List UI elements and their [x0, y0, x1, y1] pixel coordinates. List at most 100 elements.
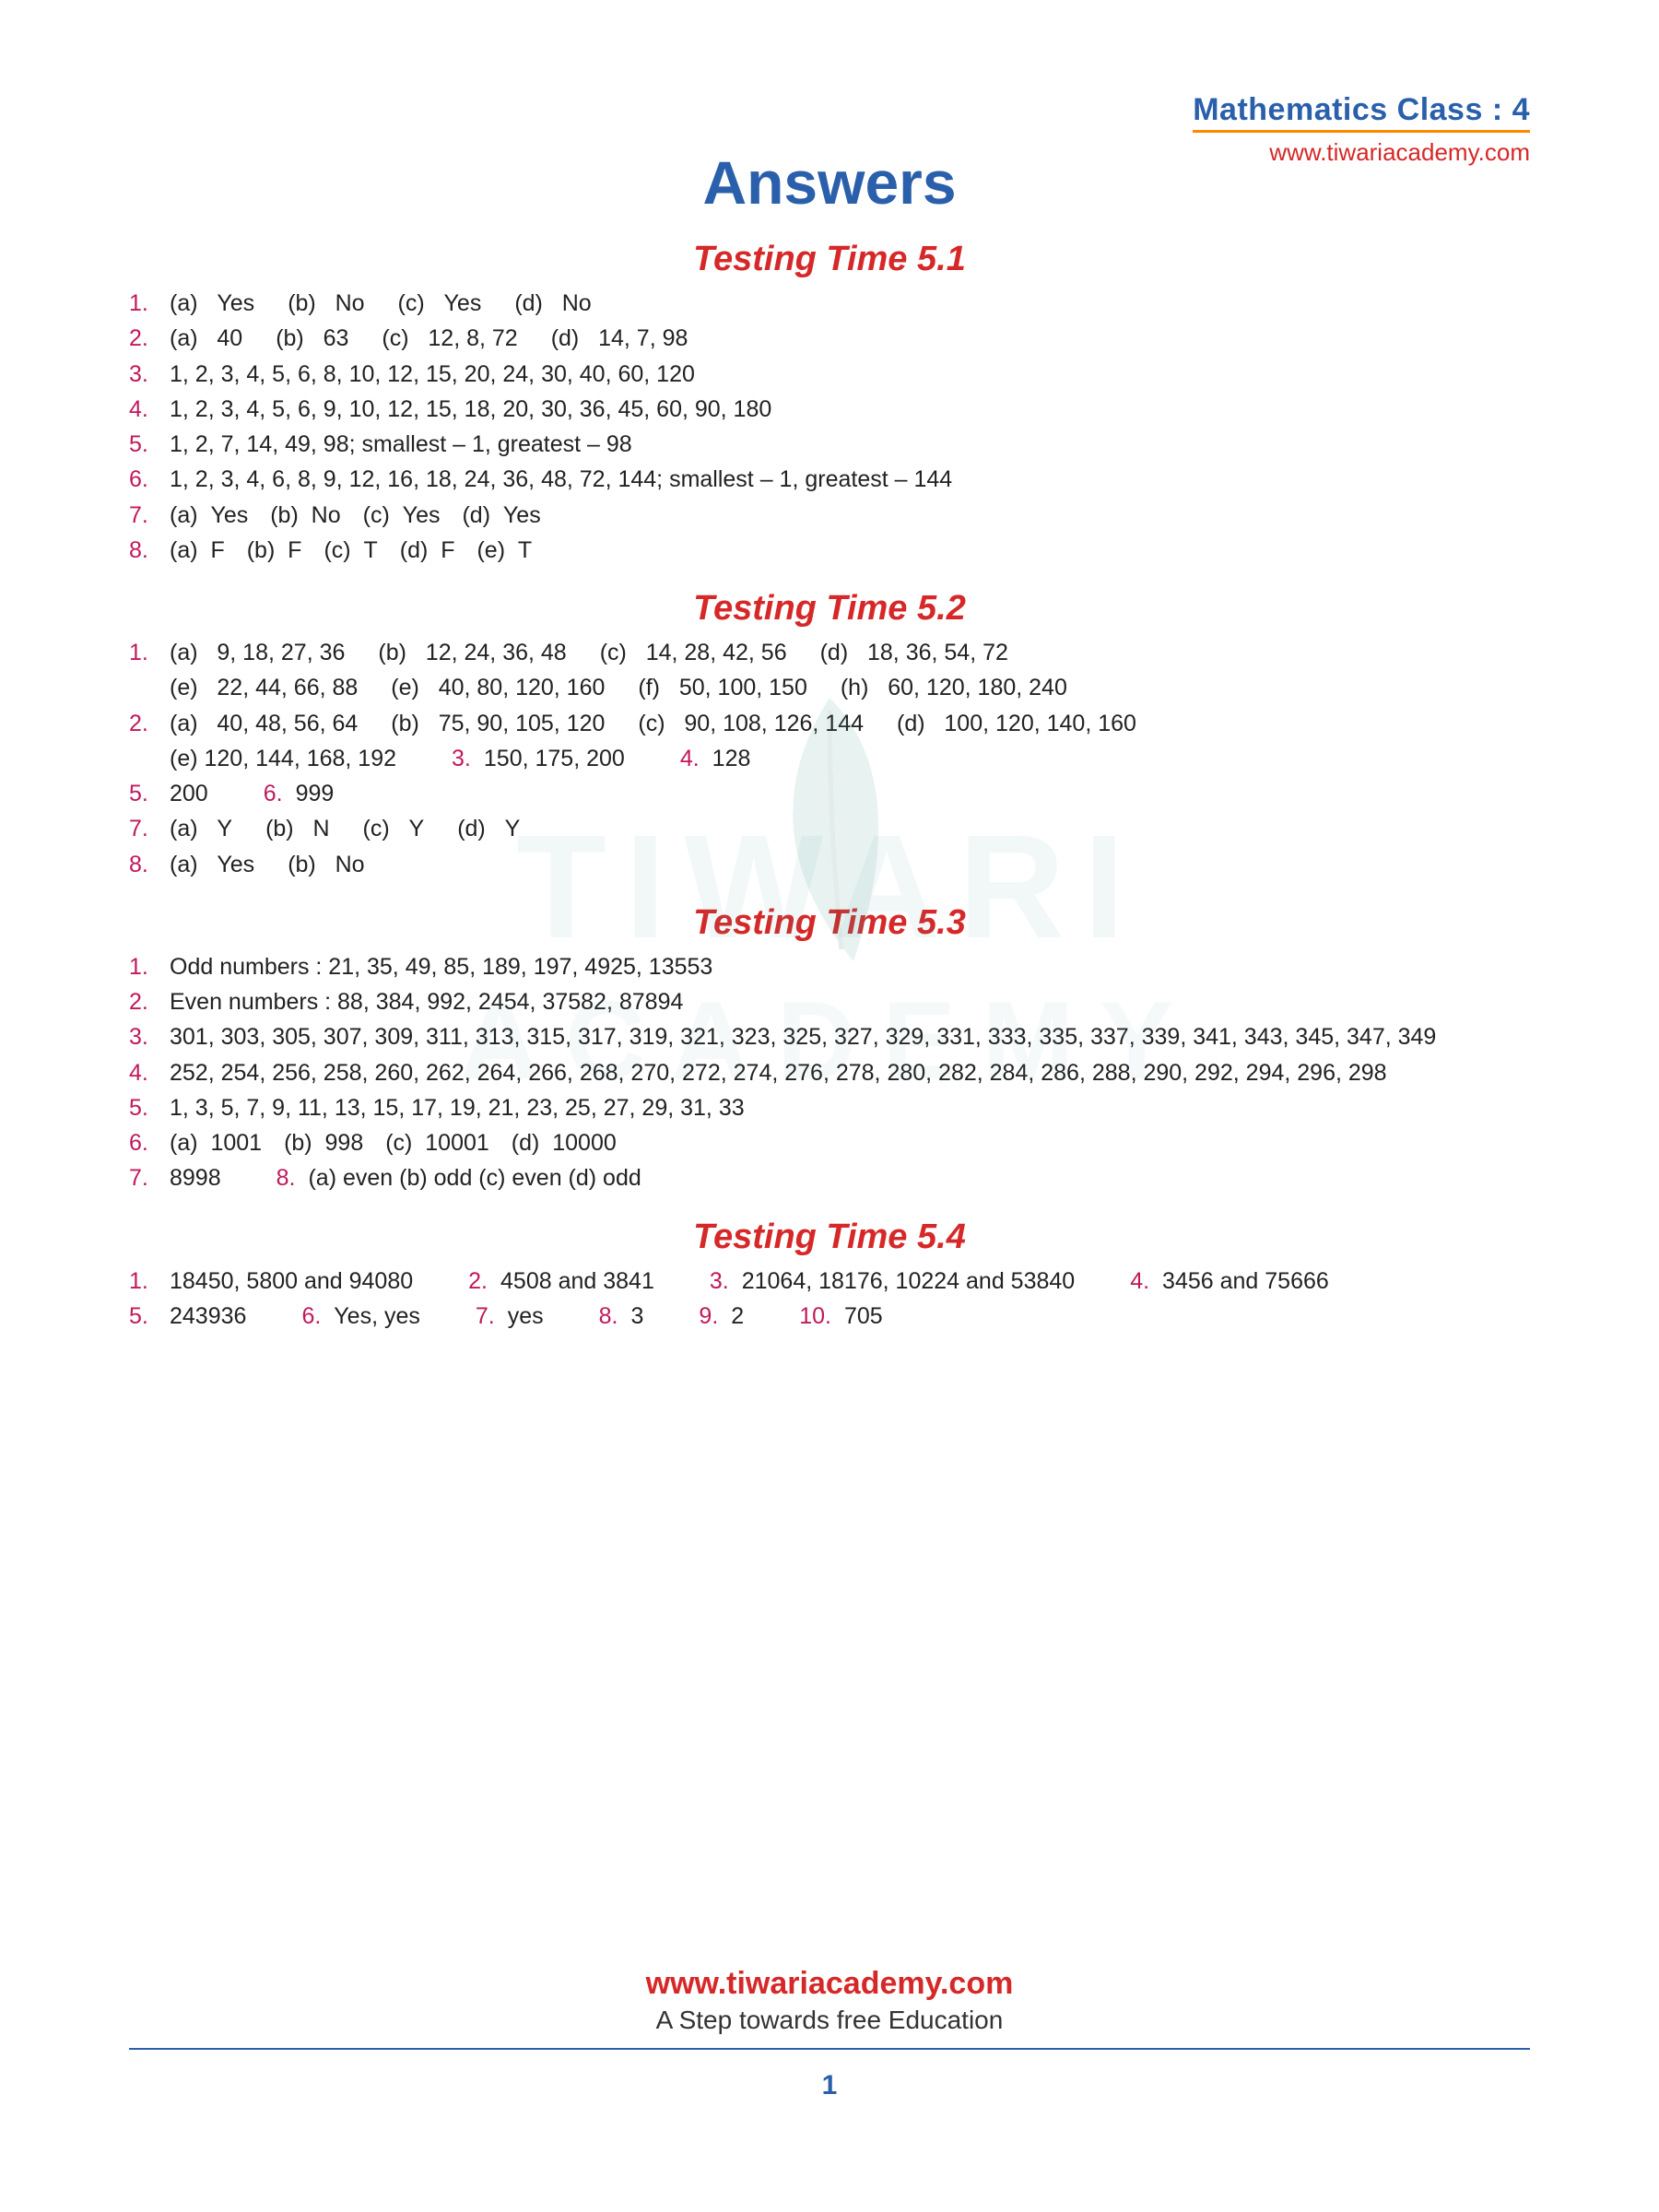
page-number: 1 [129, 2070, 1530, 2101]
answer-part: (b) 998 [284, 1126, 363, 1159]
answer-part: (b) No [270, 499, 340, 532]
answer-row: 1.(a) 9, 18, 27, 36(b) 12, 24, 36, 48(c)… [129, 636, 1530, 669]
question-number: 4. [129, 393, 170, 426]
answer-text: 21064, 18176, 10224 and 53840 [742, 1265, 1075, 1298]
answer-part: (a) 40, 48, 56, 64 [170, 707, 358, 740]
header-underline [1193, 130, 1530, 133]
answer-text: (e) 120, 144, 168, 192 [170, 742, 396, 775]
question-number: 7. [129, 499, 170, 532]
answer-text: 999 [296, 777, 335, 810]
answer-text: Odd numbers : 21, 35, 49, 85, 189, 197, … [170, 950, 1530, 983]
answer-row: 7.89988.(a) even (b) odd (c) even (d) od… [129, 1161, 1530, 1194]
section-title: Testing Time 5.4 [129, 1218, 1530, 1257]
question-number-inline: 9. [699, 1300, 718, 1333]
question-number: 5. [129, 428, 170, 461]
answer-text: 3 [631, 1300, 644, 1333]
question-number: 3. [129, 1020, 170, 1053]
answer-part: (d) F [400, 534, 455, 567]
question-number: 8. [129, 848, 170, 881]
answer-part: (a) 9, 18, 27, 36 [170, 636, 345, 669]
answer-part: (d) Yes [462, 499, 540, 532]
answer-row: 2.(a) 40, 48, 56, 64(b) 75, 90, 105, 120… [129, 707, 1530, 740]
answer-part: (c) Yes [398, 287, 482, 320]
answers-container: Testing Time 5.11.(a) Yes(b) No(c) Yes(d… [129, 240, 1530, 1333]
question-number: 6. [129, 1126, 170, 1159]
answer-block: 1.(a) 9, 18, 27, 36 (b) 12, 24, 36, 48 (c)… [129, 636, 1530, 881]
question-number: 5. [129, 777, 170, 810]
answer-text: 252, 254, 256, 258, 260, 262, 264, 266, … [170, 1056, 1530, 1089]
answer-text: 1, 2, 7, 14, 49, 98; smallest – 1, great… [170, 428, 1530, 461]
question-number: 4. [129, 1056, 170, 1089]
answer-text: 1, 2, 3, 4, 6, 8, 9, 12, 16, 18, 24, 36,… [170, 463, 1530, 496]
footer-divider [129, 2048, 1530, 2059]
question-number: 7. [129, 812, 170, 845]
question-number-inline: 6. [264, 777, 283, 810]
question-number-inline: 3. [452, 742, 471, 775]
question-number-inline: 8. [599, 1300, 618, 1333]
question-number: 1. [129, 1265, 170, 1298]
answer-part: (d) 100, 120, 140, 160 [897, 707, 1136, 740]
answer-text: 1, 3, 5, 7, 9, 11, 13, 15, 17, 19, 21, 2… [170, 1091, 1530, 1124]
answer-part: (a) Yes [170, 499, 248, 532]
answer-part: (d) No [514, 287, 591, 320]
question-number: 5. [129, 1091, 170, 1124]
question-number-inline: 10. [799, 1300, 831, 1333]
answer-part: (b) 12, 24, 36, 48 [378, 636, 566, 669]
answer-part: (a) Yes [170, 848, 254, 881]
question-number-inline: 4. [1130, 1265, 1149, 1298]
answer-text: 1, 2, 3, 4, 5, 6, 8, 10, 12, 15, 20, 24,… [170, 358, 1530, 391]
answer-text: 301, 303, 305, 307, 309, 311, 313, 315, … [170, 1020, 1530, 1053]
answer-part: (c) 10001 [385, 1126, 489, 1159]
question-number: 1. [129, 287, 170, 320]
answer-row: 4.252, 254, 256, 258, 260, 262, 264, 266… [129, 1056, 1530, 1089]
answer-part: (c) T [324, 534, 377, 567]
question-number: 8. [129, 534, 170, 567]
answer-text: 18450, 5800 and 94080 [170, 1265, 413, 1298]
answer-part: (a) 1001 [170, 1126, 262, 1159]
question-number-inline: 6. [301, 1300, 321, 1333]
header-url: www.tiwariacademy.com [1193, 138, 1530, 167]
answer-row: 6.1, 2, 3, 4, 6, 8, 9, 12, 16, 18, 24, 3… [129, 463, 1530, 496]
answer-row: 7.(a) Y(b) N(c) Y(d) Y [129, 812, 1530, 845]
answer-block: 1.(a) Yes(b) No(c) Yes(d) No2.(a) 40(b) … [129, 287, 1530, 567]
answer-part: (a) F [170, 534, 225, 567]
answer-row: 5.2439366.Yes, yes7.yes8.39.210.705 [129, 1300, 1530, 1333]
question-number: 1. [129, 636, 170, 669]
answer-part: (f) 50, 100, 150 [638, 671, 806, 704]
answer-part: (b) No [288, 848, 364, 881]
answer-part: (a) Yes [170, 287, 254, 320]
answer-row: 5.200 6. 999 [129, 777, 1530, 810]
answer-row: 8.(a) F(b) F(c) T(d) F(e) T [129, 534, 1530, 567]
answer-part: (c) Yes [363, 499, 441, 532]
answer-block: 1.Odd numbers : 21, 35, 49, 85, 189, 197… [129, 950, 1530, 1195]
answer-text: 150, 175, 200 [484, 742, 625, 775]
answer-text: 4508 and 3841 [500, 1265, 654, 1298]
question-number: 5. [129, 1300, 170, 1333]
answer-text: 2 [731, 1300, 744, 1333]
section-title: Testing Time 5.3 [129, 903, 1530, 943]
question-number: 2. [129, 707, 170, 740]
header-right: Mathematics Class : 4 www.tiwariacademy.… [1193, 92, 1530, 167]
answer-row: (e) 22, 44, 66, 88(e) 40, 80, 120, 160(f… [129, 671, 1530, 704]
answer-text: Yes, yes [334, 1300, 420, 1333]
answer-part: (b) 63 [276, 322, 348, 355]
answer-row: 3.1, 2, 3, 4, 5, 6, 8, 10, 12, 15, 20, 2… [129, 358, 1530, 391]
answer-text: (a) even (b) odd (c) even (d) odd [308, 1161, 641, 1194]
footer-tagline: A Step towards free Education [129, 2006, 1530, 2035]
question-number-inline: 4. [680, 742, 700, 775]
answer-text: Even numbers : 88, 384, 992, 2454, 37582… [170, 985, 1530, 1018]
answer-block: 1.18450, 5800 and 940802.4508 and 38413.… [129, 1265, 1530, 1334]
answer-part: (d) 18, 36, 54, 72 [820, 636, 1008, 669]
question-number: 2. [129, 985, 170, 1018]
answer-text: 200 [170, 777, 208, 810]
answer-part: (c) 12, 8, 72 [382, 322, 517, 355]
answer-row: 7.(a) Yes (b) No (c) Yes (d) Yes [129, 499, 1530, 532]
answer-row: 8.(a) Yes (b) No [129, 848, 1530, 881]
answer-part: (a) Y [170, 812, 232, 845]
answer-part: (c) 90, 108, 126, 144 [638, 707, 864, 740]
question-number: 3. [129, 358, 170, 391]
footer: www.tiwariacademy.com A Step towards fre… [129, 1966, 1530, 2101]
answer-text: 243936 [170, 1300, 246, 1333]
answer-row: 3.301, 303, 305, 307, 309, 311, 313, 315… [129, 1020, 1530, 1053]
answer-part: (e) T [477, 534, 532, 567]
